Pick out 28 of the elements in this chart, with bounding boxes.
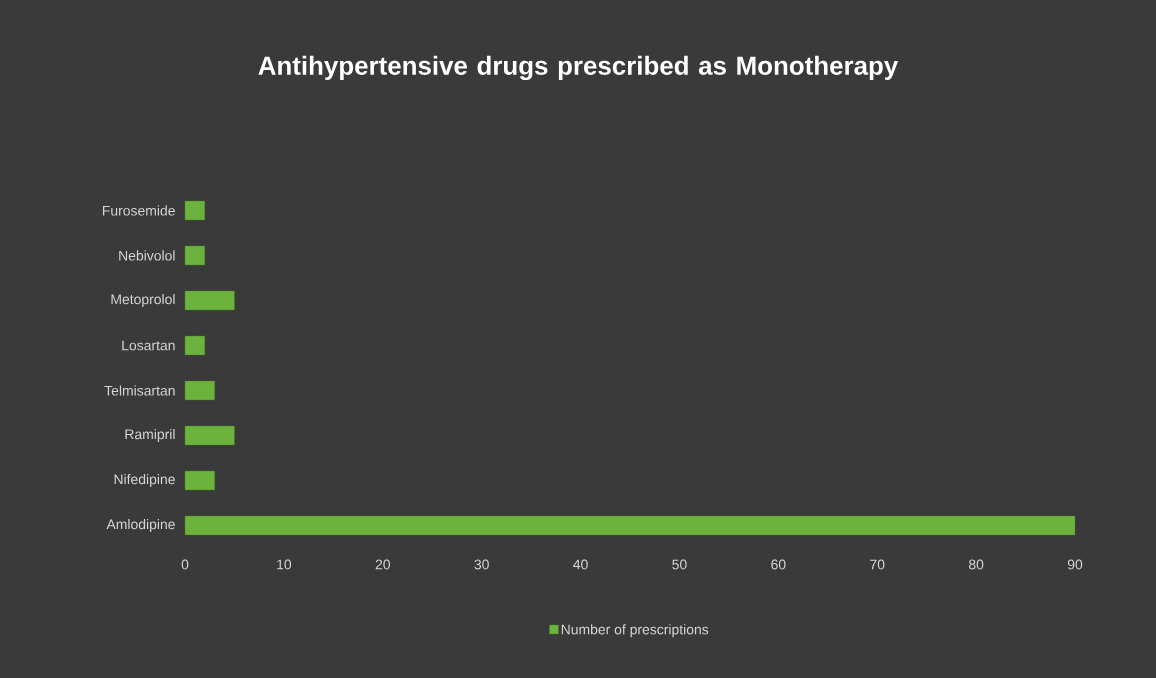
x-tick-label: 0	[181, 559, 189, 570]
y-tick-label: Metoprolol	[111, 293, 175, 307]
x-tick-label: 20	[375, 559, 390, 570]
x-tick-label: 80	[968, 559, 984, 570]
bar	[184, 200, 205, 221]
x-tick-label: 50	[672, 559, 687, 570]
y-tick-label: Amlodipine	[106, 518, 175, 532]
y-tick-label: Nebivolol	[119, 250, 175, 261]
x-tick-label: 60	[771, 559, 786, 570]
x-tick-label: 40	[573, 559, 588, 570]
bar	[184, 245, 205, 266]
bar	[184, 380, 215, 401]
y-tick-label: Nifedipine	[114, 473, 175, 487]
x-tick-label: 70	[870, 559, 885, 570]
y-tick-label: Telmisartan	[104, 385, 175, 396]
legend-label: Number of prescriptions	[561, 624, 709, 638]
bar	[184, 425, 235, 446]
chart-title: Antihypertensive drugs prescribed as Monotherapy	[258, 55, 899, 81]
y-tick-label: Ramipril	[125, 428, 175, 442]
y-tick-label: Furosemide	[102, 205, 175, 216]
bar	[184, 470, 215, 491]
bar	[184, 335, 205, 356]
bar	[184, 290, 235, 311]
x-tick-label: 90	[1067, 559, 1083, 570]
y-tick-label: Losartan	[122, 340, 175, 351]
x-tick-label: 10	[277, 559, 292, 570]
x-tick-label: 30	[474, 559, 489, 570]
bar	[184, 515, 1076, 536]
